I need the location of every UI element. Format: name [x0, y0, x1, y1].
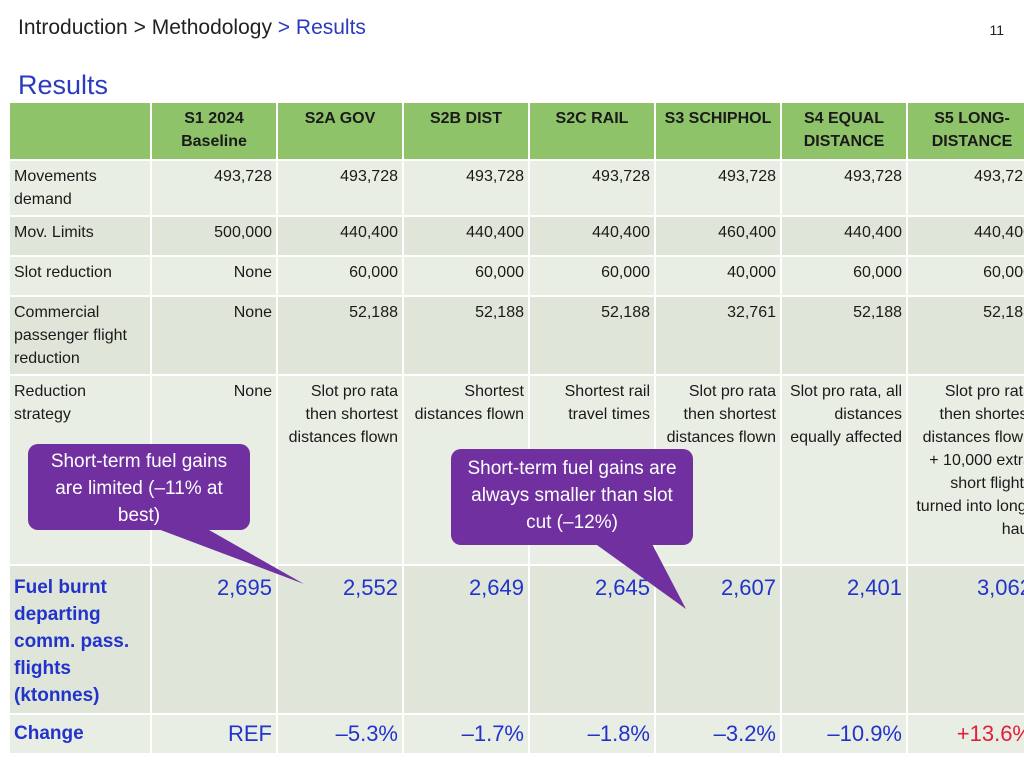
table-cell: Slot pro rata then shortest distances fl… [906, 374, 1024, 566]
table-cell: –3.2% [654, 713, 782, 755]
table-cell: 440,400 [528, 215, 656, 257]
table-cell: 493,728 [780, 159, 908, 217]
row-label: Slot reduction [8, 255, 152, 297]
header-line: DISTANCE [803, 133, 885, 150]
breadcrumb-methodology[interactable]: Methodology [151, 16, 272, 39]
breadcrumb: Introduction > Methodology > Results [18, 16, 366, 40]
table-cell: 493,728 [402, 159, 530, 217]
header-line: S2C RAIL [555, 110, 629, 127]
table-cell: 60,000 [402, 255, 530, 297]
page-number: 11 [989, 22, 1004, 38]
table-cell: 60,000 [780, 255, 908, 297]
table-cell: 60,000 [276, 255, 404, 297]
results-table: S1 2024 Baseline S2A GOV S2B DIST S2C RAI… [8, 101, 1024, 755]
row-label: Fuel burnt departing comm. pass. flights… [8, 564, 152, 715]
header-line: S1 2024 [184, 110, 244, 127]
row-label: Commercial passenger flight reduction [8, 295, 152, 376]
table-row: Movements demand 493,728 493,728 493,728… [8, 159, 1024, 217]
table-cell: –1.7% [402, 713, 530, 755]
breadcrumb-separator: > [133, 16, 146, 39]
row-label: Mov. Limits [8, 215, 152, 257]
breadcrumb-introduction[interactable]: Introduction [18, 16, 128, 39]
table-cell: –1.8% [528, 713, 656, 755]
table-cell: 493,728 [906, 159, 1024, 217]
table-cell: 493,728 [654, 159, 782, 217]
table-cell: Slot pro rata, all distances equally aff… [780, 374, 908, 566]
row-label: Movements demand [8, 159, 152, 217]
header-cell [8, 101, 152, 161]
table-cell: –5.3% [276, 713, 404, 755]
header-cell: S3 SCHIPHOL [654, 101, 782, 161]
table-cell: 60,000 [528, 255, 656, 297]
table-cell: 52,188 [276, 295, 404, 376]
table-cell: –10.9% [780, 713, 908, 755]
table-cell: REF [150, 713, 278, 755]
breadcrumb-separator: > [277, 16, 291, 39]
table-row: Mov. Limits 500,000 440,400 440,400 440,… [8, 215, 1024, 257]
header-line: S5 LONG- [934, 110, 1010, 127]
table-cell: 3,062 [906, 564, 1024, 715]
table-cell: 2,401 [780, 564, 908, 715]
table-row: Commercial passenger flight reduction No… [8, 295, 1024, 376]
header-line: S3 SCHIPHOL [664, 110, 772, 127]
header-cell: S2B DIST [402, 101, 530, 161]
table-cell: 493,728 [150, 159, 278, 217]
table-cell: 2,649 [402, 564, 530, 715]
table-cell: 52,188 [780, 295, 908, 376]
table-cell: 52,188 [402, 295, 530, 376]
header-line: S2B DIST [429, 110, 502, 127]
table-cell: 32,761 [654, 295, 782, 376]
header-line: S4 EQUAL [803, 110, 884, 127]
callout-fuel-gains-smaller: Short-term fuel gains are always smaller… [451, 449, 693, 545]
header-cell: S1 2024 Baseline [150, 101, 278, 161]
header-cell: S2A GOV [276, 101, 404, 161]
table-cell: 2,552 [276, 564, 404, 715]
table-cell: 440,400 [402, 215, 530, 257]
table-cell: 2,645 [528, 564, 656, 715]
table-cell: 40,000 [654, 255, 782, 297]
callout-fuel-gains-limited: Short-term fuel gains are limited (–11% … [28, 444, 250, 530]
table-cell: 60,000 [906, 255, 1024, 297]
table-cell: 440,400 [780, 215, 908, 257]
table-cell: 500,000 [150, 215, 278, 257]
table-cell: 460,400 [654, 215, 782, 257]
table-cell: 440,400 [906, 215, 1024, 257]
table-cell: 440,400 [276, 215, 404, 257]
header-cell: S5 LONG- DISTANCE [906, 101, 1024, 161]
row-label: Change [8, 713, 152, 755]
table-cell: 493,728 [528, 159, 656, 217]
page-title: Results [18, 70, 109, 100]
table-cell: 52,188 [528, 295, 656, 376]
header-line: S2A GOV [304, 110, 376, 127]
table-cell: 2,607 [654, 564, 782, 715]
table-cell: None [150, 255, 278, 297]
table-cell: 2,695 [150, 564, 278, 715]
table-cell: +13.6% [906, 713, 1024, 755]
header-cell: S4 EQUAL DISTANCE [780, 101, 908, 161]
header-line: DISTANCE [931, 133, 1013, 150]
table-header-row: S1 2024 Baseline S2A GOV S2B DIST S2C RAI… [8, 101, 1024, 161]
table-cell: None [150, 295, 278, 376]
header-line: Baseline [181, 133, 247, 150]
table-cell: Slot pro rata then shortest distances fl… [276, 374, 404, 566]
change-row: Change REF –5.3% –1.7% –1.8% –3.2% –10.9… [8, 713, 1024, 755]
header-cell: S2C RAIL [528, 101, 656, 161]
table-cell: 493,728 [276, 159, 404, 217]
breadcrumb-results[interactable]: Results [295, 16, 366, 39]
table-row: Slot reduction None 60,000 60,000 60,000… [8, 255, 1024, 297]
table-cell: 52,188 [906, 295, 1024, 376]
fuel-burnt-row: Fuel burnt departing comm. pass. flights… [8, 564, 1024, 715]
